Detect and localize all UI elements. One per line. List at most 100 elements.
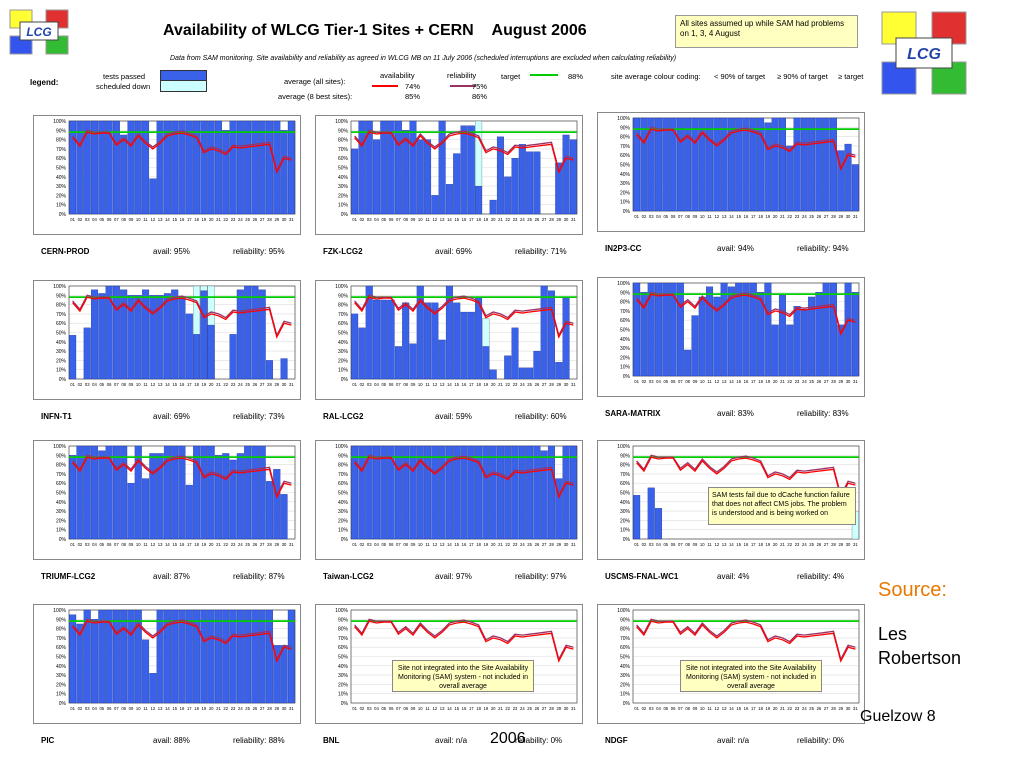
tests-passed-bar — [258, 445, 266, 540]
y-tick-label: 100% — [617, 608, 630, 614]
x-tick-label: 23 — [513, 706, 518, 711]
y-tick-label: 20% — [620, 355, 631, 361]
y-tick-label: 40% — [56, 175, 67, 181]
tests-passed-bar — [98, 450, 106, 540]
site-avail: avail: n/a — [435, 736, 468, 745]
tests-passed-bar — [265, 481, 273, 540]
tests-passed-bar — [251, 445, 259, 540]
x-tick-label: 20 — [773, 542, 778, 547]
x-tick-label: 13 — [440, 542, 445, 547]
y-tick-label: 70% — [338, 147, 349, 153]
page-title: Availability of WLCG Tier-1 Sites + CERN… — [163, 22, 587, 39]
tests-passed-bar — [771, 117, 779, 212]
x-tick-label: 30 — [564, 217, 569, 222]
tests-passed-bar — [236, 120, 244, 215]
x-tick-label: 22 — [505, 382, 510, 387]
x-tick-label: 18 — [476, 217, 481, 222]
tests-passed-bar — [91, 289, 99, 380]
x-tick-label: 04 — [92, 706, 97, 711]
x-tick-label: 28 — [267, 382, 272, 387]
x-tick-label: 08 — [121, 542, 126, 547]
x-tick-label: 28 — [831, 214, 836, 219]
x-tick-label: 26 — [817, 379, 822, 384]
y-tick-label: 20% — [338, 193, 349, 199]
tests-passed-bar — [265, 120, 273, 215]
tests-passed-bar — [504, 176, 512, 215]
tests-passed-bar — [547, 445, 555, 540]
tests-passed-bar — [134, 609, 142, 704]
x-tick-label: 23 — [231, 217, 236, 222]
x-tick-label: 19 — [766, 542, 771, 547]
x-tick-label: 01 — [70, 382, 75, 387]
x-tick-label: 01 — [634, 542, 639, 547]
x-tick-label: 28 — [549, 542, 554, 547]
availability-line — [636, 620, 856, 663]
tests-passed-bar — [358, 120, 366, 215]
chart-svg: 0%10%20%30%40%50%60%70%80%90%100%01 02 03 0… — [315, 115, 583, 235]
tests-passed-bar — [402, 445, 410, 540]
x-tick-label: 04 — [374, 542, 379, 547]
x-tick-label: 23 — [231, 706, 236, 711]
y-tick-label: 80% — [620, 300, 631, 306]
tests-passed-bar — [713, 296, 721, 377]
x-tick-label: 17 — [751, 214, 756, 219]
x-tick-label: 17 — [469, 382, 474, 387]
y-tick-label: 10% — [620, 692, 631, 698]
tests-passed-bar — [214, 455, 222, 540]
x-tick-label: 03 — [367, 217, 372, 222]
tests-passed-bar — [555, 478, 563, 540]
tests-passed-bar — [793, 117, 801, 212]
x-tick-label: 15 — [172, 217, 177, 222]
tests-passed-bar — [706, 286, 714, 377]
x-tick-label: 30 — [282, 542, 287, 547]
x-tick-label: 23 — [795, 379, 800, 384]
reliability-line — [636, 618, 856, 662]
site-reliability: reliability: 60% — [515, 412, 567, 421]
x-tick-label: 02 — [642, 214, 647, 219]
x-tick-label: 01 — [634, 214, 639, 219]
y-tick-label: 30% — [56, 509, 67, 515]
x-tick-label: 04 — [656, 706, 661, 711]
bnl-callout: Site not integrated into the Site Availa… — [392, 660, 534, 692]
tests-passed-bar — [533, 445, 541, 540]
x-tick-label: 14 — [447, 542, 452, 547]
tests-passed-bar — [207, 324, 215, 380]
x-tick-label: 08 — [121, 217, 126, 222]
tests-passed-bar — [251, 609, 259, 704]
tests-passed-bar — [460, 445, 468, 540]
x-tick-label: 13 — [722, 379, 727, 384]
x-tick-label: 28 — [831, 542, 836, 547]
tests-passed-bar — [200, 290, 208, 380]
y-tick-label: 90% — [620, 453, 631, 459]
tests-passed-bar — [265, 360, 273, 380]
x-tick-label: 27 — [824, 542, 829, 547]
tests-passed-bar — [438, 445, 446, 540]
y-tick-label: 80% — [620, 463, 631, 469]
x-tick-label: 15 — [454, 217, 459, 222]
reliability-line — [354, 454, 574, 498]
x-tick-label: 30 — [564, 542, 569, 547]
x-tick-label: 06 — [107, 217, 112, 222]
x-tick-label: 17 — [751, 379, 756, 384]
tests-passed-bar — [757, 117, 765, 212]
y-tick-label: 70% — [56, 312, 67, 318]
x-tick-label: 30 — [282, 217, 287, 222]
x-tick-label: 14 — [729, 379, 734, 384]
tests-passed-bar — [351, 148, 359, 215]
site-name: PIC — [41, 736, 55, 745]
y-tick-label: 60% — [56, 645, 67, 651]
y-tick-label: 10% — [620, 200, 631, 206]
x-tick-label: 03 — [85, 706, 90, 711]
x-tick-label: 05 — [99, 542, 104, 547]
site-reliability: reliability: 0% — [797, 736, 845, 745]
tests-passed-bar — [453, 445, 461, 540]
x-tick-label: 25 — [527, 706, 532, 711]
site-reliability: reliability: 88% — [233, 736, 285, 745]
tests-passed-bar — [171, 445, 179, 540]
y-tick-label: 30% — [338, 184, 349, 190]
x-tick-label: 10 — [136, 706, 141, 711]
lcg-logo-left: LCG — [8, 8, 70, 56]
legend-scheduled-down-swatch — [160, 80, 207, 92]
site-avail: avail: n/a — [717, 736, 750, 745]
y-tick-label: 90% — [56, 293, 67, 299]
